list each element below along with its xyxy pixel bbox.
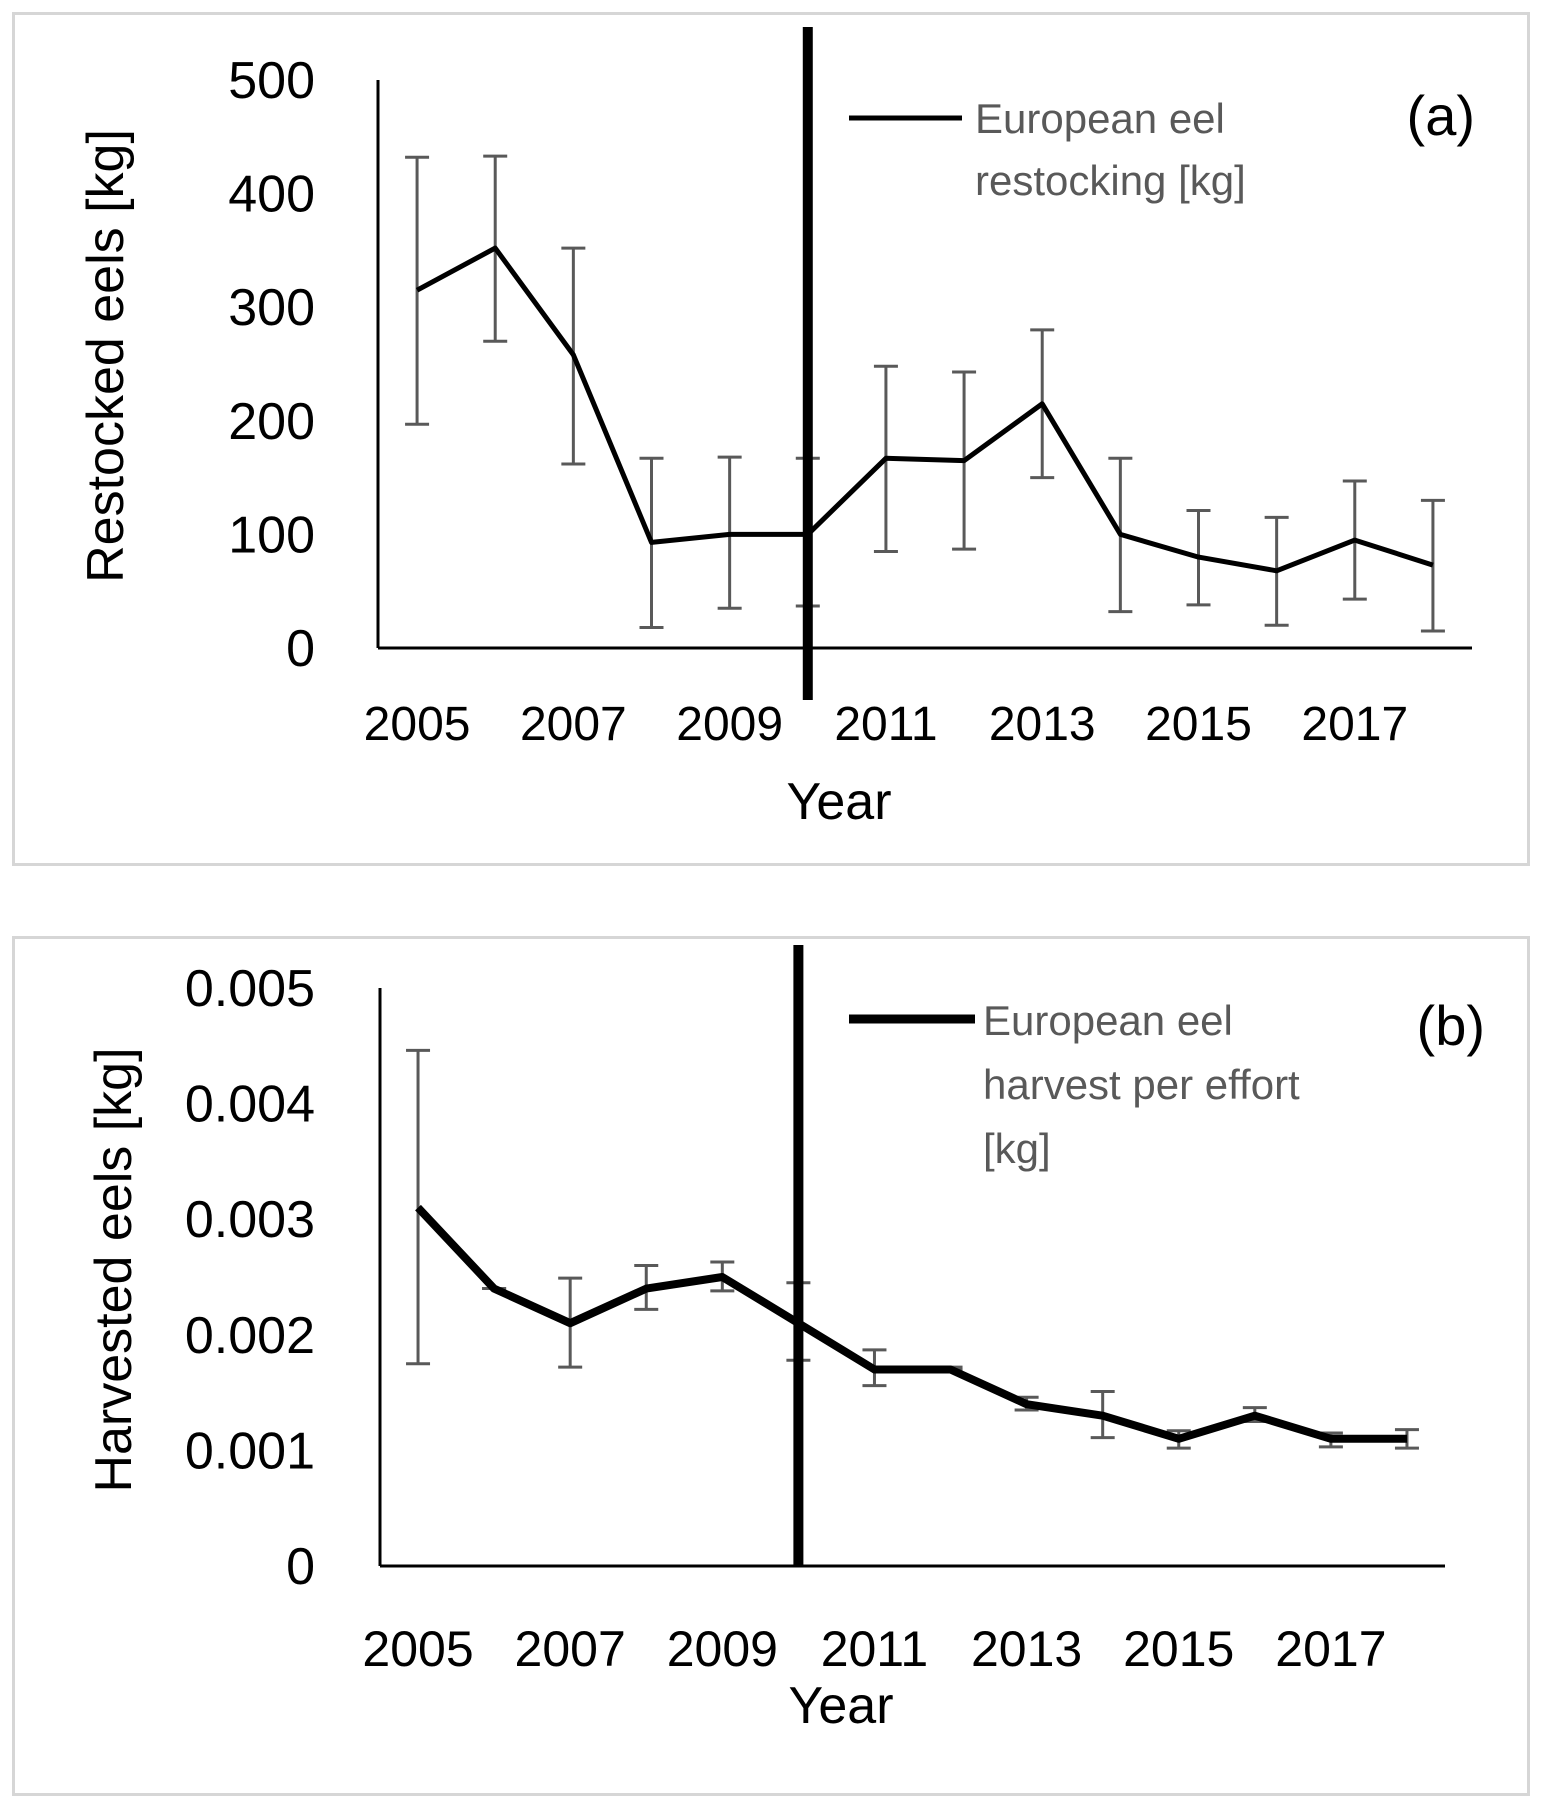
- chart-a-xtick-label: 2015: [1145, 698, 1252, 751]
- chart-b-xtick-label: 2007: [515, 1621, 626, 1677]
- chart-b-xtick-label: 2013: [971, 1621, 1082, 1677]
- chart-b-legend-label-1: European eel: [983, 997, 1233, 1044]
- chart-b-xtick-label: 2017: [1275, 1621, 1386, 1677]
- chart-a-legend-label-2: restocking [kg]: [975, 157, 1246, 204]
- chart-b-xtick-label: 2009: [667, 1621, 778, 1677]
- chart-a: 0 100 200 300 400 500 2005 2007 2009 2011 2013 201…: [77, 27, 1475, 831]
- chart-a-ytick-label: 100: [228, 506, 315, 564]
- chart-b-legend-label-3: [kg]: [983, 1125, 1051, 1172]
- chart-b-error-bars: [406, 1048, 1419, 1450]
- chart-a-ytick-label: 400: [228, 166, 315, 224]
- chart-b-ytick-label: 0.005: [185, 960, 315, 1018]
- chart-a-ytick-label: 300: [228, 279, 315, 337]
- chart-b-xlabel: Year: [788, 1677, 893, 1735]
- chart-a-ytick-label: 0: [286, 620, 315, 678]
- chart-a-ytick-labels: 0 100 200 300 400 500: [228, 52, 315, 678]
- chart-b-xtick-label: 2005: [362, 1621, 473, 1677]
- chart-b-ylabel: Harvested eels [kg]: [85, 1047, 143, 1492]
- chart-a-series-line: [415, 245, 1434, 574]
- chart-a-xtick-label: 2009: [676, 698, 783, 751]
- chart-b-panel-label: (b): [1417, 994, 1485, 1057]
- chart-b-series-line: [415, 1204, 1407, 1443]
- chart-b-xtick-label: 2015: [1123, 1621, 1234, 1677]
- chart-a-xtick-labels: 2005 2007 2009 2011 2013 2015 2017: [364, 698, 1408, 751]
- chart-b-ytick-label: 0.004: [185, 1076, 315, 1134]
- chart-b-xtick-label: 2011: [821, 1621, 929, 1677]
- chart-a-error-bars: [405, 154, 1445, 633]
- chart-a-xtick-label: 2007: [520, 698, 627, 751]
- chart-b-legend-label-2: harvest per effort: [983, 1061, 1300, 1108]
- chart-a-panel-label: (a): [1407, 84, 1475, 147]
- chart-b-ytick-label: 0: [286, 1538, 315, 1596]
- chart-b-xtick-labels: 2005 2007 2009 2011 2013 2015 2017: [362, 1621, 1386, 1677]
- chart-a-xtick-label: 2005: [364, 698, 471, 751]
- chart-a-xtick-label: 2011: [834, 698, 937, 751]
- panel-b: 0 0.001 0.002 0.003 0.004 0.005 2005 2007 2009 2…: [12, 936, 1530, 1796]
- chart-b-ytick-label: 0.002: [185, 1307, 315, 1365]
- chart-a-ylabel: Restocked eels [kg]: [77, 129, 135, 583]
- chart-a-ytick-label: 200: [228, 393, 315, 451]
- chart-a-legend-label-1: European eel: [975, 95, 1225, 142]
- chart-b-error-bar: [406, 1048, 431, 1366]
- chart-b-ytick-labels: 0 0.001 0.002 0.003 0.004 0.005: [185, 960, 315, 1596]
- panel-a: 0 100 200 300 400 500 2005 2007 2009 2011 2013 201…: [12, 12, 1530, 866]
- chart-a-error-bar: [1420, 498, 1445, 633]
- chart-a-xlabel: Year: [786, 773, 891, 831]
- chart-b-ytick-label: 0.003: [185, 1191, 315, 1249]
- chart-a-error-bar: [405, 155, 430, 426]
- chart-a-xtick-label: 2013: [989, 698, 1096, 751]
- chart-a-ytick-label: 500: [228, 52, 315, 110]
- chart-b-ytick-label: 0.001: [185, 1422, 315, 1480]
- chart-a-xtick-label: 2017: [1301, 698, 1408, 751]
